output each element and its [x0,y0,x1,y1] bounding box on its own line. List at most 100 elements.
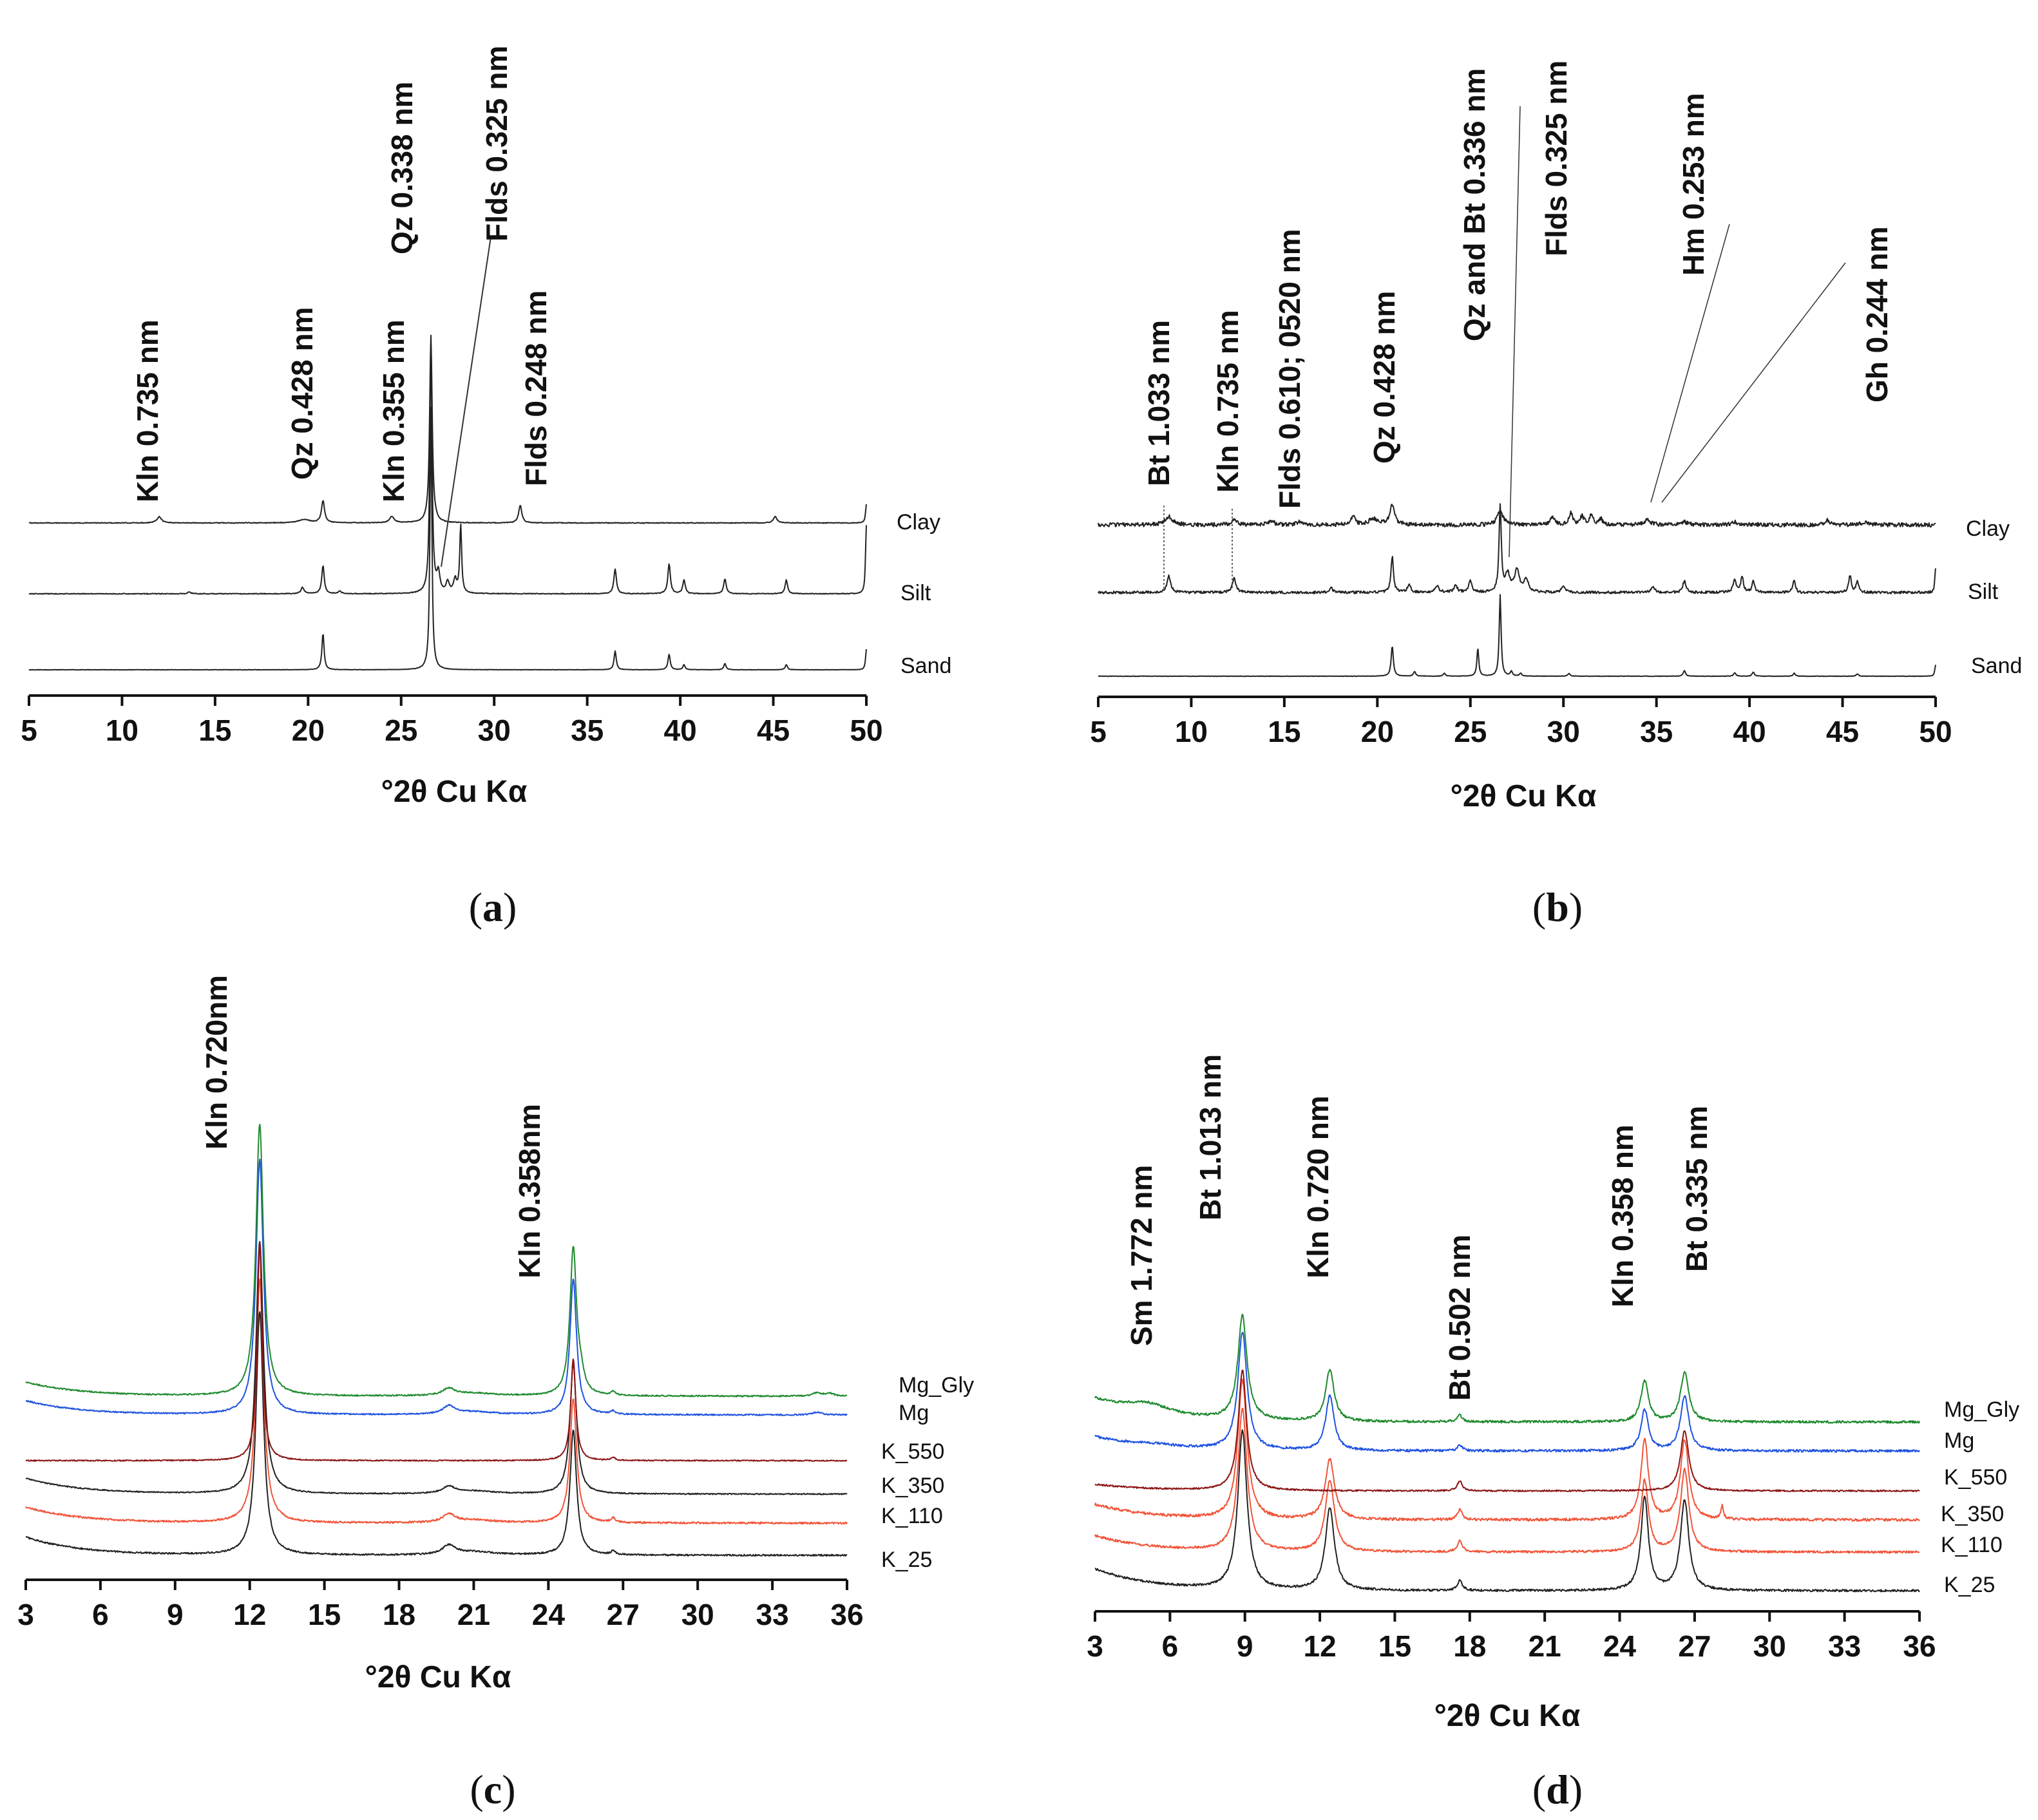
panel-a-peak-label: Flds 0.248 nm [519,290,553,486]
series-line-k-110 [1094,1407,1920,1554]
x-tick-label: 35 [1640,715,1673,748]
panel-b-caption: (b) [1532,884,1583,930]
panel-b-label-sand: Sand [1971,654,2022,678]
panel-b-peak-labels: Bt 1.033 nm Kln 0.735 nm Flds 0.610; 052… [1142,61,1894,509]
panel-a-x-axis: 5 10 15 20 25 30 35 40 45 50 [21,696,883,747]
x-tick-label: 10 [1175,715,1208,748]
x-tick-label: 25 [1454,715,1487,748]
x-tick-label: 3 [1087,1629,1103,1663]
series-line-silt [1098,503,1936,594]
x-tick-label: 36 [1903,1629,1936,1663]
panel-c-peak-label: Kln 0.720nm [200,975,233,1150]
panel-b-peak-label: Qz 0.428 nm [1367,291,1401,464]
panel-d-label-mg-gly: Mg_Gly [1944,1398,2019,1422]
panel-c-caption: (c) [470,1767,515,1812]
x-tick-label: 5 [21,714,37,747]
series-line-mg-gly [1094,1314,1920,1424]
x-tick-label: 35 [571,714,604,747]
series-line-k-350 [1094,1378,1920,1522]
panel-a-peak-label: Kln 0.355 nm [377,319,410,502]
panel-d-label-mg: Mg [1944,1428,1974,1453]
x-tick-label: 10 [106,714,138,747]
x-tick-label: 6 [92,1598,109,1631]
panel-b-plot-area [1098,503,1936,678]
panel-c-label-k550: K_550 [881,1439,944,1464]
panel-b-x-axis: 5 10 15 20 25 30 35 40 45 50 [1090,697,1952,748]
panel-d-peak-labels: Sm 1.772 nm Bt 1.013 nm Kln 0.720 nm Bt … [1125,1054,1713,1401]
panel-c-plot-area [25,1123,848,1557]
panel-a-annotation-leaders [441,236,491,567]
x-tick-label: 30 [1547,715,1580,748]
panel-d-plot-area [1094,1314,1920,1593]
panel-c-series-labels: Mg_Gly Mg K_550 K_350 K_110 K_25 [881,1373,974,1572]
panel-c-label-k350: K_350 [881,1474,944,1498]
panel-c-peak-labels: Kln 0.720nm Kln 0.358nm [200,975,546,1278]
x-tick-label: 30 [1753,1629,1786,1663]
panel-c: 3 6 9 12 15 18 21 24 27 30 33 36 °2θ Cu Kα Mg_Gly M… [17,975,974,1812]
x-tick-label: 18 [383,1598,415,1631]
panel-d-label-k550: K_550 [1944,1465,2007,1490]
series-line-mg [1094,1332,1920,1453]
panel-a-label-silt: Silt [900,581,931,605]
x-tick-label: 15 [308,1598,341,1631]
panel-a-caption: (a) [469,884,517,930]
panel-b-peak-label: Flds 0.610; 0520 nm [1273,229,1306,509]
series-line-k-550 [1094,1369,1920,1493]
panel-a-label-clay: Clay [897,510,940,535]
x-tick-label: 3 [17,1598,34,1631]
x-tick-label: 24 [532,1598,566,1631]
x-tick-label: 36 [830,1598,863,1631]
series-line-sand [1098,594,1936,678]
x-tick-label: 45 [757,714,790,747]
x-tick-label: 33 [756,1598,789,1631]
panel-a-x-axis-title: °2θ Cu Kα [381,775,528,809]
panel-c-label-k110: K_110 [881,1504,943,1528]
panel-c-x-axis-title: °2θ Cu Kα [365,1660,511,1694]
x-tick-label: 15 [1268,715,1300,748]
panel-b-peak-label: Gh 0.244 nm [1860,226,1894,403]
series-line-clay [1098,504,1936,528]
x-tick-label: 18 [1453,1629,1486,1663]
series-line-mg-gly [25,1123,848,1398]
series-line-k-25 [25,1311,848,1557]
panel-b-peak-label: Kln 0.735 nm [1211,310,1244,493]
panel-b: 5 10 15 20 25 30 35 40 45 50 °2θ Cu Kα Clay Silt … [1090,61,2022,930]
panel-d-x-axis-title: °2θ Cu Kα [1434,1699,1581,1733]
panel-c-x-axis: 3 6 9 12 15 18 21 24 27 30 33 36 [17,1580,864,1631]
panel-c-label-mg: Mg [899,1401,929,1425]
panel-d-series-labels: Mg_Gly Mg K_550 K_350 K_110 K_25 [1941,1398,2019,1597]
panel-d-caption: (d) [1532,1767,1583,1812]
panel-a-label-sand: Sand [900,654,951,678]
panel-b-peak-label: Bt 1.033 nm [1142,320,1176,486]
panel-b-x-axis-title: °2θ Cu Kα [1451,779,1597,813]
x-tick-label: 6 [1162,1629,1179,1663]
x-tick-label: 27 [1678,1629,1711,1663]
x-tick-label: 12 [1304,1629,1337,1663]
x-tick-label: 27 [607,1598,640,1631]
panel-d-peak-label: Sm 1.772 nm [1125,1165,1158,1346]
series-line-k-550 [25,1242,848,1462]
panel-d-label-k25: K_25 [1944,1573,1995,1597]
panel-b-annotation-leaders [1163,106,1846,589]
x-tick-label: 45 [1826,715,1859,748]
panel-d-peak-label: Bt 0.335 nm [1680,1106,1713,1272]
panel-a-peak-label: Qz 0.338 nm [385,82,419,254]
series-line-silt [28,342,867,595]
panel-d-peak-label: Bt 1.013 nm [1194,1054,1227,1220]
x-tick-label: 30 [478,714,511,747]
panel-a: 5 10 15 20 25 30 35 40 45 50 °2θ Cu Kα Clay Silt … [21,46,951,930]
panel-a-peak-label: Qz 0.428 nm [285,307,319,480]
series-line-k-350 [25,1240,848,1495]
x-tick-label: 50 [1919,715,1952,748]
x-tick-label: 20 [292,714,325,747]
series-line-k-110 [25,1278,848,1525]
panel-a-peak-label: Flds 0.325 nm [480,46,513,242]
panel-c-peak-label: Kln 0.358nm [513,1104,546,1278]
panel-a-series-labels: Clay Silt Sand [897,510,951,678]
x-tick-label: 30 [681,1598,714,1631]
panel-d-peak-label: Bt 0.502 nm [1443,1235,1476,1401]
series-line-k-25 [1094,1429,1920,1593]
panel-b-peak-label: Flds 0.325 nm [1539,61,1573,256]
panel-b-peak-label: Hm 0.253 nm [1677,93,1710,276]
